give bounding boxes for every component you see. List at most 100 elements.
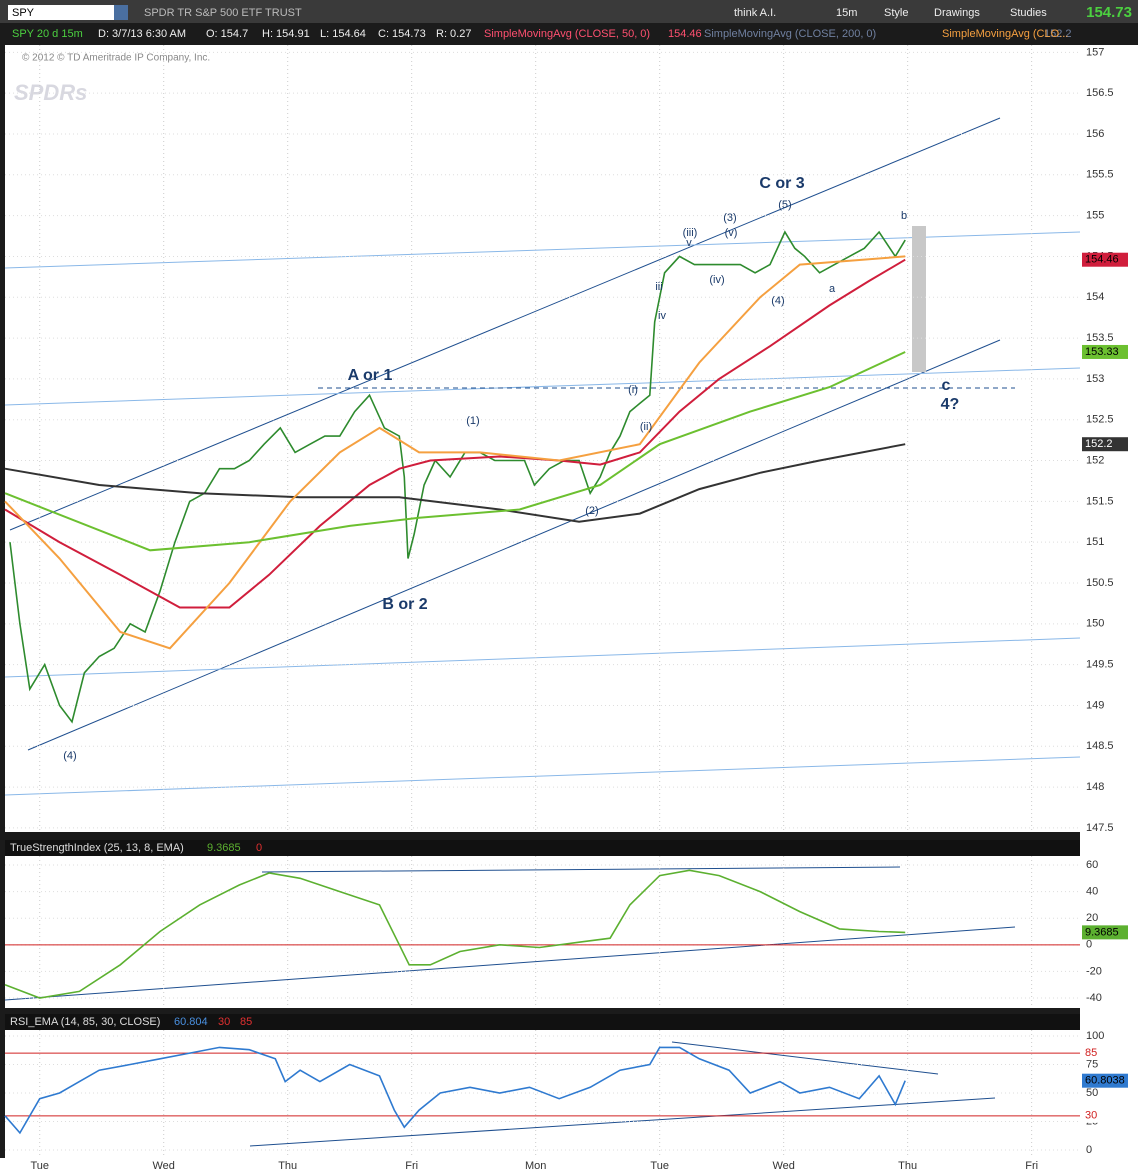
legend-entry: SimpleMovingAvg (CLOSE, 50, 0) (484, 28, 650, 40)
y-tick-label: 149 (1086, 699, 1104, 711)
study-title: RSI_EMA (14, 85, 30, CLOSE) (10, 1016, 160, 1028)
y-tick-label: 155.5 (1086, 169, 1114, 181)
study-header (5, 840, 1080, 856)
y-tick-label: 150 (1086, 618, 1104, 630)
legend-entry: SimpleMovingAvg (CLOSE, 200, 0) (704, 28, 876, 40)
legend-entry: SimpleMovingAvg (CLO... (942, 28, 1068, 40)
wave-label: A or 1 (348, 367, 393, 384)
tsi-trend (4, 926, 1016, 1001)
y-tick-label: 157 (1086, 46, 1104, 58)
wave-label: v (686, 237, 692, 249)
wave-label: (2) (585, 505, 598, 517)
tsi-panel (5, 840, 1080, 1008)
wave-label: (3) (723, 212, 736, 224)
last-price: 154.73 (1086, 4, 1132, 21)
x-tick-label: Wed (152, 1160, 174, 1172)
axis-flag-label: 60.8038 (1085, 1075, 1125, 1087)
y-tick-label: -20 (1086, 965, 1102, 977)
y-tick-label: 100 (1086, 1030, 1104, 1042)
rsi-panel (5, 1014, 1080, 1158)
symbol-box[interactable] (8, 5, 114, 20)
study-value: 0 (256, 842, 262, 854)
wave-label: (v) (725, 227, 738, 239)
series-line (4, 351, 906, 552)
axis-flag (1082, 437, 1128, 452)
y-tick-label: 40 (1086, 886, 1098, 898)
y-tick-label: 156 (1086, 128, 1104, 140)
y-tick-label: 151.5 (1086, 495, 1114, 507)
info-item: SPY 20 d 15m (12, 28, 83, 40)
study-value: 9.3685 (207, 842, 241, 854)
toolbar-button[interactable]: 15m (836, 7, 857, 19)
toolbar-button[interactable]: think A.I. (734, 7, 776, 19)
wave-label: (iv) (709, 274, 724, 286)
toolbar (0, 0, 1138, 23)
time-axis (0, 1158, 1138, 1176)
x-tick-label: Thu (898, 1160, 917, 1172)
y-tick-label: 148.5 (1086, 740, 1114, 752)
fib-line (4, 756, 1081, 796)
axis-flag-label: 30 (1085, 1110, 1097, 1122)
series-line (4, 1046, 906, 1135)
wave-label: (4) (771, 295, 784, 307)
info-item: R: 0.27 (436, 28, 471, 40)
axis-flag-label: 153.33 (1085, 346, 1119, 358)
toolbar-button[interactable]: Drawings (934, 7, 980, 19)
y-tick-label: 153.5 (1086, 332, 1114, 344)
x-tick-label: Tue (30, 1160, 49, 1172)
wave-label: 4? (941, 396, 960, 413)
wave-label: C or 3 (759, 175, 804, 192)
wave-label: (4) (63, 750, 76, 762)
info-item: L: 154.64 (320, 28, 366, 40)
axis-flag (1082, 1046, 1128, 1061)
y-tick-label: 151 (1086, 536, 1104, 548)
axis-flag-label: 152.2 (1085, 438, 1113, 450)
symbol-dropdown[interactable] (114, 5, 128, 20)
y-tick-label: 149.5 (1086, 659, 1114, 671)
toolbar-button[interactable]: Style (884, 7, 908, 19)
copyright: © 2012 © TD Ameritrade IP Company, Inc. (22, 53, 210, 64)
x-tick-label: Fri (1025, 1160, 1038, 1172)
y-tick-label: 50 (1086, 1087, 1098, 1099)
wave-label: B or 2 (382, 596, 427, 613)
wave-label: (iii) (683, 227, 698, 239)
rsi-trend (671, 1041, 939, 1075)
tsi-trend (261, 866, 901, 873)
series-line (4, 255, 906, 650)
y-tick-label: 154 (1086, 291, 1104, 303)
rsi-trend (249, 1097, 996, 1147)
y-tick-label: 155 (1086, 210, 1104, 222)
y-tick-label: 75 (1086, 1058, 1098, 1070)
x-tick-label: Wed (772, 1160, 794, 1172)
channel-upper (9, 117, 1001, 531)
y-tick-label: 152 (1086, 454, 1104, 466)
fib-line (4, 231, 1081, 269)
series-line (4, 443, 906, 523)
wave-label: b (901, 210, 907, 222)
wave-label: (ii) (640, 421, 652, 433)
info-item: D: 3/7/13 6:30 AM (98, 28, 186, 40)
study-title: TrueStrengthIndex (25, 13, 8, EMA) (10, 842, 184, 854)
target-box (912, 226, 926, 372)
axis-flag (1082, 344, 1128, 359)
y-tick-label: 150.5 (1086, 577, 1114, 589)
y-tick-label: 0 (1086, 939, 1092, 951)
study-value: 60.804 (174, 1016, 208, 1028)
symbol[interactable]: SPY (12, 7, 35, 19)
x-tick-label: Mon (525, 1160, 546, 1172)
y-tick-label: 0 (1086, 1144, 1092, 1156)
y-tick-label: -40 (1086, 992, 1102, 1004)
y-tick-label: 152.5 (1086, 414, 1114, 426)
wave-label: a (829, 283, 836, 295)
wave-label: iii (655, 281, 662, 293)
wave-label: c (942, 377, 951, 394)
axis-flag (1082, 925, 1128, 940)
y-tick-label: 20 (1086, 912, 1098, 924)
toolbar-button[interactable]: Studies (1010, 7, 1047, 19)
legend-value: 154.46 (668, 28, 702, 40)
info-item: H: 154.91 (262, 28, 310, 40)
wave-label: (i) (628, 384, 638, 396)
info-item: C: 154.73 (378, 28, 426, 40)
y-tick-label: 60 (1086, 859, 1098, 871)
